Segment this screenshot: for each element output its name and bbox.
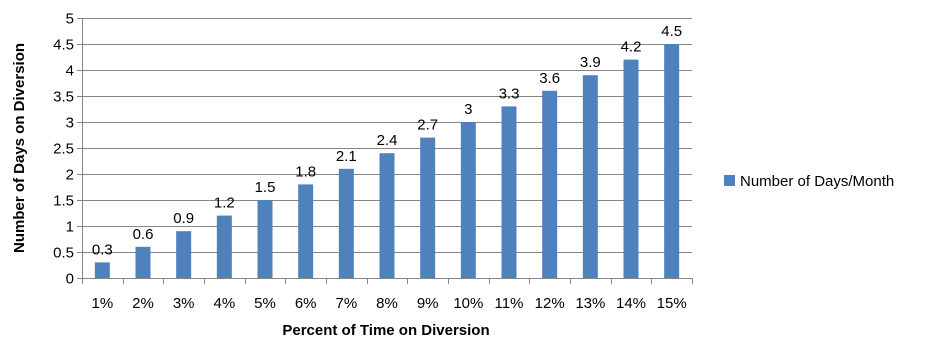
- bar: [298, 184, 314, 278]
- data-label: 1.8: [295, 163, 316, 180]
- data-label: 1.2: [214, 195, 235, 212]
- x-tick-label: 5%: [254, 295, 276, 312]
- data-labels: 0.3 0.6 0.9 1.2 1.5 1.8 2.1 2.4 2.7 3 3.3 3.6 3.9 4.2…: [92, 23, 682, 258]
- x-tick-label: 8%: [376, 295, 398, 312]
- legend-swatch: [724, 175, 735, 186]
- data-label: 4.2: [621, 39, 642, 56]
- x-tick-label: 11%: [495, 295, 524, 312]
- data-label: 3: [464, 101, 472, 118]
- bars: [94, 44, 680, 279]
- x-tick-label: 4%: [213, 295, 235, 312]
- x-tick-label: 2%: [132, 295, 154, 312]
- bar: [582, 75, 598, 278]
- data-label: 0.3: [92, 241, 113, 258]
- x-tick-label: 10%: [453, 295, 483, 312]
- gridlines: [82, 18, 692, 253]
- data-label: 2.7: [417, 117, 438, 134]
- x-tick-label: 15%: [657, 295, 687, 312]
- x-tick-label: 3%: [173, 295, 195, 312]
- y-tick-label: 4: [66, 63, 74, 80]
- data-label: 3.9: [580, 54, 601, 71]
- bar: [338, 168, 354, 278]
- y-tick-label: 1.5: [53, 193, 74, 210]
- data-label: 3.3: [499, 85, 520, 102]
- bar: [176, 231, 192, 278]
- bar: [664, 44, 680, 278]
- x-tick-label: 12%: [535, 295, 565, 312]
- x-tick-label: 7%: [335, 295, 357, 312]
- y-tick-label: 5: [66, 11, 74, 28]
- bar: [623, 59, 639, 278]
- bar: [379, 153, 395, 278]
- legend: Number of Days/Month: [724, 173, 894, 190]
- bar: [460, 122, 476, 278]
- bar: [94, 262, 110, 278]
- data-label: 0.9: [173, 210, 194, 227]
- data-label: 0.6: [133, 226, 154, 243]
- x-tick-label: 1%: [91, 295, 113, 312]
- y-tick-label: 2: [66, 167, 74, 184]
- bar: [542, 90, 558, 278]
- bar: [257, 200, 273, 278]
- y-tick-label: 0.5: [53, 245, 74, 262]
- y-tick-label: 3.5: [53, 89, 74, 106]
- bar: [216, 215, 232, 278]
- y-axis-ticks: 0 0.5 1 1.5 2 2.5 3 3.5 4 4.5 5: [53, 11, 82, 288]
- data-label: 2.1: [336, 148, 357, 165]
- data-label: 1.5: [255, 179, 276, 196]
- y-tick-label: 3: [66, 115, 74, 132]
- y-axis-title: Number of Days on Diversion: [11, 43, 28, 253]
- x-tick-label: 9%: [417, 295, 439, 312]
- x-tick-label: 6%: [295, 295, 317, 312]
- y-tick-label: 4.5: [53, 37, 74, 54]
- data-label: 4.5: [661, 23, 682, 40]
- x-axis-title: Percent of Time on Diversion: [282, 322, 489, 339]
- x-tick-label: 13%: [575, 295, 605, 312]
- data-label: 3.6: [539, 70, 560, 87]
- bar: [135, 246, 151, 278]
- x-tick-label: 14%: [616, 295, 646, 312]
- legend-label: Number of Days/Month: [740, 173, 894, 190]
- y-tick-label: 1: [66, 219, 74, 236]
- data-label: 2.4: [377, 132, 398, 149]
- x-axis-ticks: 1% 2% 3% 4% 5% 6% 7% 8% 9% 10% 11% 12% 13% 14% 15%: [82, 278, 693, 312]
- y-tick-label: 2.5: [53, 141, 74, 158]
- y-tick-label: 0: [66, 271, 74, 288]
- bar: [420, 137, 436, 278]
- bar: [501, 106, 517, 279]
